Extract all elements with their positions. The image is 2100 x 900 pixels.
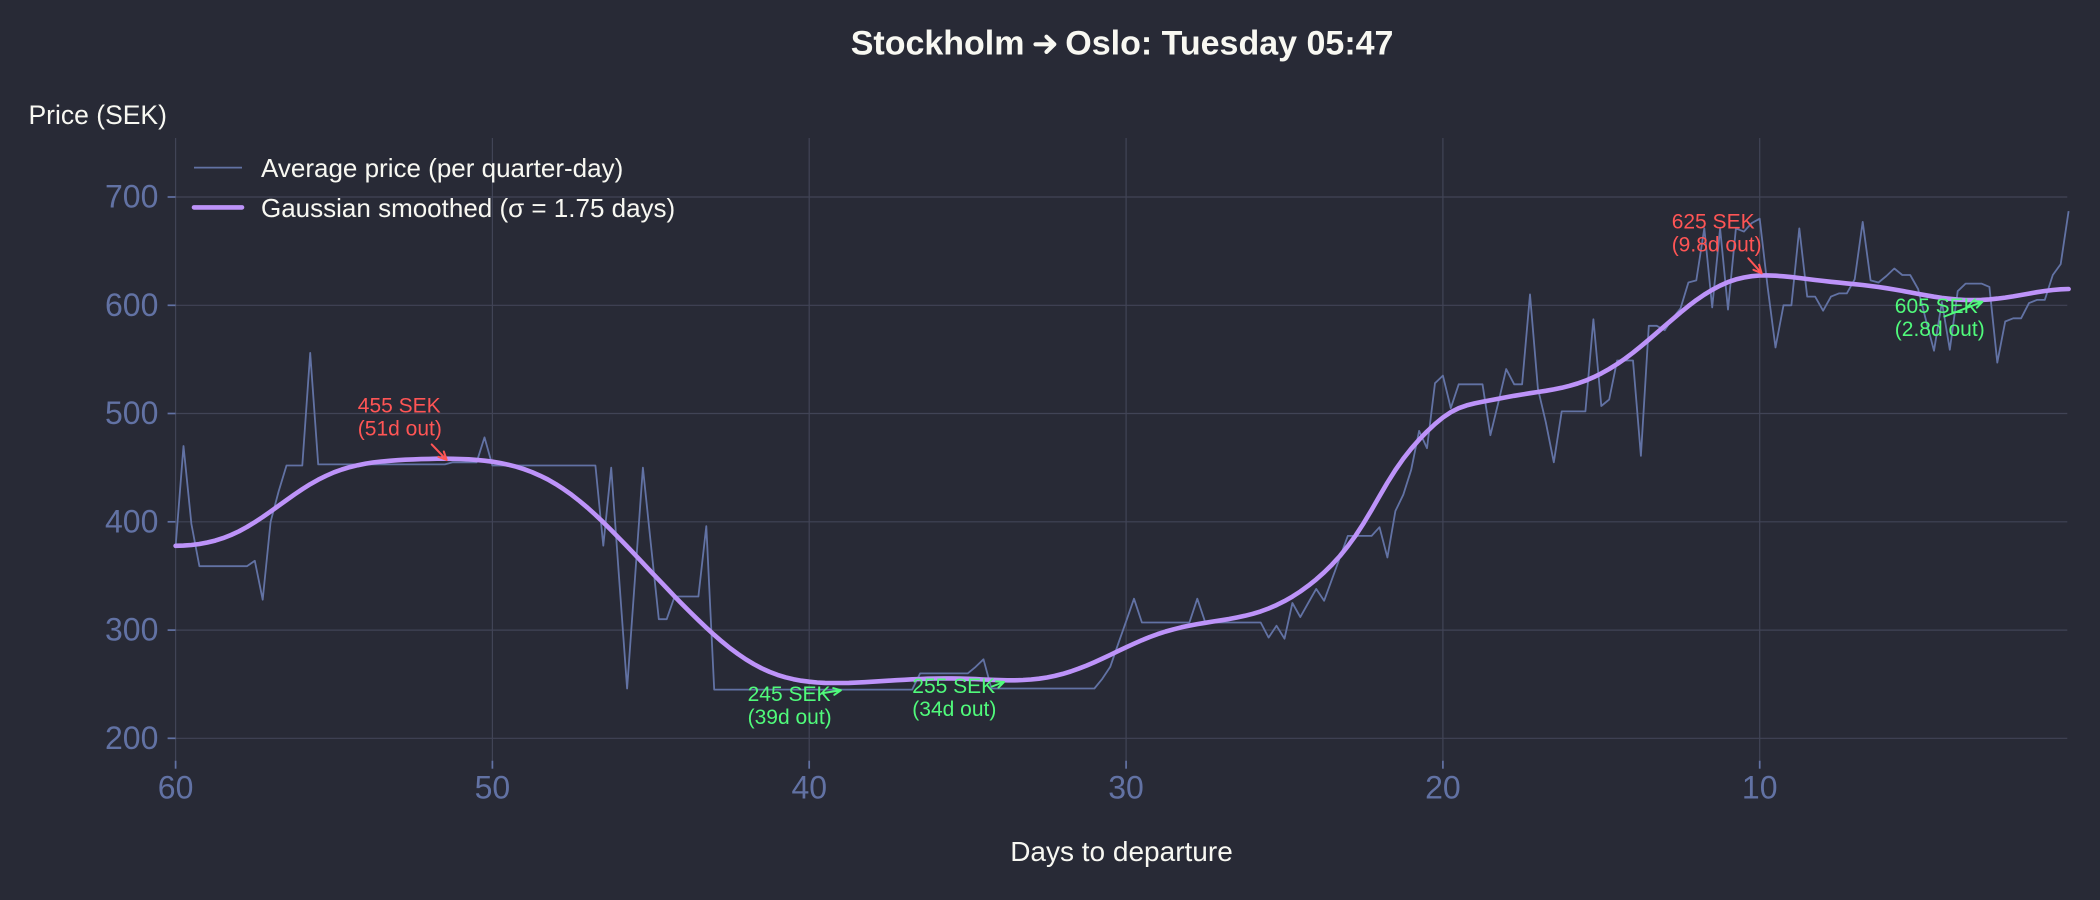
svg-text:Average price (per quarter-day: Average price (per quarter-day) [261, 153, 623, 183]
svg-text:255 SEK: 255 SEK [912, 675, 995, 698]
svg-text:700: 700 [105, 179, 158, 215]
svg-text:50: 50 [475, 770, 511, 806]
svg-text:200: 200 [105, 720, 158, 756]
svg-text:Stockholm: Stockholm [851, 25, 1025, 63]
svg-text:(9.8d out): (9.8d out) [1672, 234, 1762, 257]
svg-text:40: 40 [791, 770, 827, 806]
svg-text:Oslo: Tuesday 05:47: Oslo: Tuesday 05:47 [1065, 25, 1393, 63]
svg-text:(2.8d out): (2.8d out) [1895, 318, 1985, 341]
svg-text:(34d out): (34d out) [912, 698, 996, 721]
svg-text:500: 500 [105, 395, 158, 431]
svg-text:60: 60 [158, 770, 194, 806]
svg-text:300: 300 [105, 612, 158, 648]
svg-text:605 SEK: 605 SEK [1895, 295, 1978, 318]
svg-text:245 SEK: 245 SEK [748, 683, 831, 706]
svg-text:Gaussian smoothed (σ = 1.75 da: Gaussian smoothed (σ = 1.75 days) [261, 193, 675, 223]
svg-text:Price (SEK): Price (SEK) [29, 100, 167, 130]
svg-text:(51d out): (51d out) [358, 418, 442, 441]
svg-text:400: 400 [105, 503, 158, 539]
svg-text:Days to departure: Days to departure [1010, 836, 1233, 867]
svg-text:10: 10 [1742, 770, 1778, 806]
svg-text:455 SEK: 455 SEK [358, 395, 441, 418]
svg-text:625 SEK: 625 SEK [1672, 211, 1755, 234]
svg-text:600: 600 [105, 287, 158, 323]
svg-text:30: 30 [1108, 770, 1144, 806]
svg-text:(39d out): (39d out) [748, 706, 832, 729]
svg-text:20: 20 [1425, 770, 1461, 806]
